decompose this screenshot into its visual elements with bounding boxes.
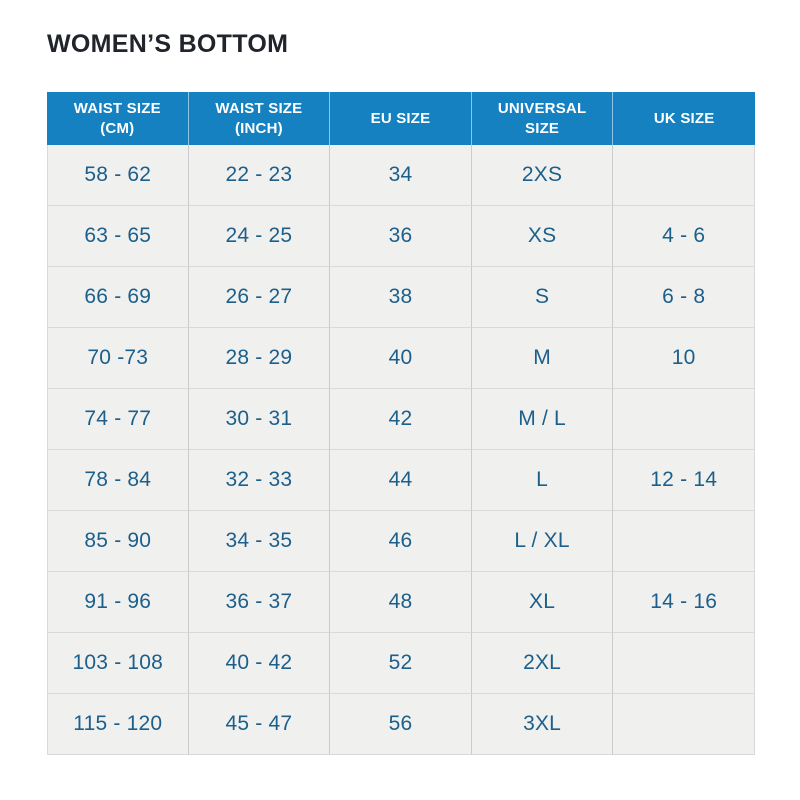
- cell-eu-size: 48: [330, 572, 472, 633]
- cell-waist-cm: 85 - 90: [47, 511, 189, 572]
- header-universal: UNIVERSAL SIZE: [471, 92, 614, 145]
- table-row: 91 - 96 36 - 37 48 XL 14 - 16: [47, 572, 755, 633]
- cell-universal: L: [471, 450, 614, 511]
- cell-uk-size: [613, 694, 755, 755]
- cell-waist-cm: 70 -73: [47, 328, 189, 389]
- cell-waist-cm: 74 - 77: [47, 389, 189, 450]
- cell-universal: M / L: [471, 389, 614, 450]
- cell-uk-size: [613, 633, 755, 694]
- cell-eu-size: 36: [330, 206, 472, 267]
- header-row: WAIST SIZE (CM) WAIST SIZE (INCH) EU SIZ…: [47, 92, 755, 145]
- cell-uk-size: 14 - 16: [613, 572, 755, 633]
- table-row: 74 - 77 30 - 31 42 M / L: [47, 389, 755, 450]
- cell-uk-size: [613, 145, 755, 206]
- table-row: 70 -73 28 - 29 40 M 10: [47, 328, 755, 389]
- cell-waist-cm: 58 - 62: [47, 145, 189, 206]
- cell-waist-inch: 24 - 25: [188, 206, 331, 267]
- cell-waist-inch: 36 - 37: [188, 572, 331, 633]
- table-header: WAIST SIZE (CM) WAIST SIZE (INCH) EU SIZ…: [47, 92, 755, 145]
- cell-waist-inch: 30 - 31: [188, 389, 331, 450]
- cell-universal: M: [471, 328, 614, 389]
- header-eu-size: EU SIZE: [330, 92, 472, 145]
- table-row: 115 - 120 45 - 47 56 3XL: [47, 694, 755, 755]
- cell-universal: 2XS: [471, 145, 614, 206]
- table-row: 103 - 108 40 - 42 52 2XL: [47, 633, 755, 694]
- cell-waist-cm: 78 - 84: [47, 450, 189, 511]
- cell-uk-size: 10: [613, 328, 755, 389]
- cell-eu-size: 40: [330, 328, 472, 389]
- size-chart-page: WOMEN’S BOTTOM WAIST SIZE (CM) WAIST SIZ…: [47, 30, 755, 755]
- cell-eu-size: 52: [330, 633, 472, 694]
- cell-universal: XL: [471, 572, 614, 633]
- size-chart-table: WAIST SIZE (CM) WAIST SIZE (INCH) EU SIZ…: [47, 92, 755, 755]
- table-row: 78 - 84 32 - 33 44 L 12 - 14: [47, 450, 755, 511]
- cell-eu-size: 38: [330, 267, 472, 328]
- cell-eu-size: 44: [330, 450, 472, 511]
- cell-waist-cm: 66 - 69: [47, 267, 189, 328]
- table-row: 63 - 65 24 - 25 36 XS 4 - 6: [47, 206, 755, 267]
- cell-universal: XS: [471, 206, 614, 267]
- cell-eu-size: 42: [330, 389, 472, 450]
- cell-eu-size: 34: [330, 145, 472, 206]
- cell-eu-size: 46: [330, 511, 472, 572]
- header-waist-cm: WAIST SIZE (CM): [47, 92, 189, 145]
- cell-eu-size: 56: [330, 694, 472, 755]
- header-uk-size: UK SIZE: [613, 92, 755, 145]
- page-title: WOMEN’S BOTTOM: [47, 30, 289, 58]
- table-body: 58 - 62 22 - 23 34 2XS 63 - 65 24 - 25 3…: [47, 145, 755, 755]
- cell-uk-size: 4 - 6: [613, 206, 755, 267]
- cell-waist-inch: 32 - 33: [188, 450, 331, 511]
- cell-universal: 2XL: [471, 633, 614, 694]
- cell-uk-size: 6 - 8: [613, 267, 755, 328]
- table-row: 58 - 62 22 - 23 34 2XS: [47, 145, 755, 206]
- table-row: 66 - 69 26 - 27 38 S 6 - 8: [47, 267, 755, 328]
- header-waist-inch: WAIST SIZE (INCH): [188, 92, 331, 145]
- cell-uk-size: 12 - 14: [613, 450, 755, 511]
- cell-waist-inch: 45 - 47: [188, 694, 331, 755]
- cell-waist-inch: 34 - 35: [188, 511, 331, 572]
- cell-waist-inch: 40 - 42: [188, 633, 331, 694]
- cell-waist-inch: 22 - 23: [188, 145, 331, 206]
- cell-waist-inch: 28 - 29: [188, 328, 331, 389]
- cell-waist-cm: 103 - 108: [47, 633, 189, 694]
- cell-universal: S: [471, 267, 614, 328]
- cell-waist-cm: 115 - 120: [47, 694, 189, 755]
- cell-uk-size: [613, 511, 755, 572]
- cell-waist-cm: 63 - 65: [47, 206, 189, 267]
- table-row: 85 - 90 34 - 35 46 L / XL: [47, 511, 755, 572]
- cell-uk-size: [613, 389, 755, 450]
- cell-waist-inch: 26 - 27: [188, 267, 331, 328]
- cell-universal: 3XL: [471, 694, 614, 755]
- cell-waist-cm: 91 - 96: [47, 572, 189, 633]
- cell-universal: L / XL: [471, 511, 614, 572]
